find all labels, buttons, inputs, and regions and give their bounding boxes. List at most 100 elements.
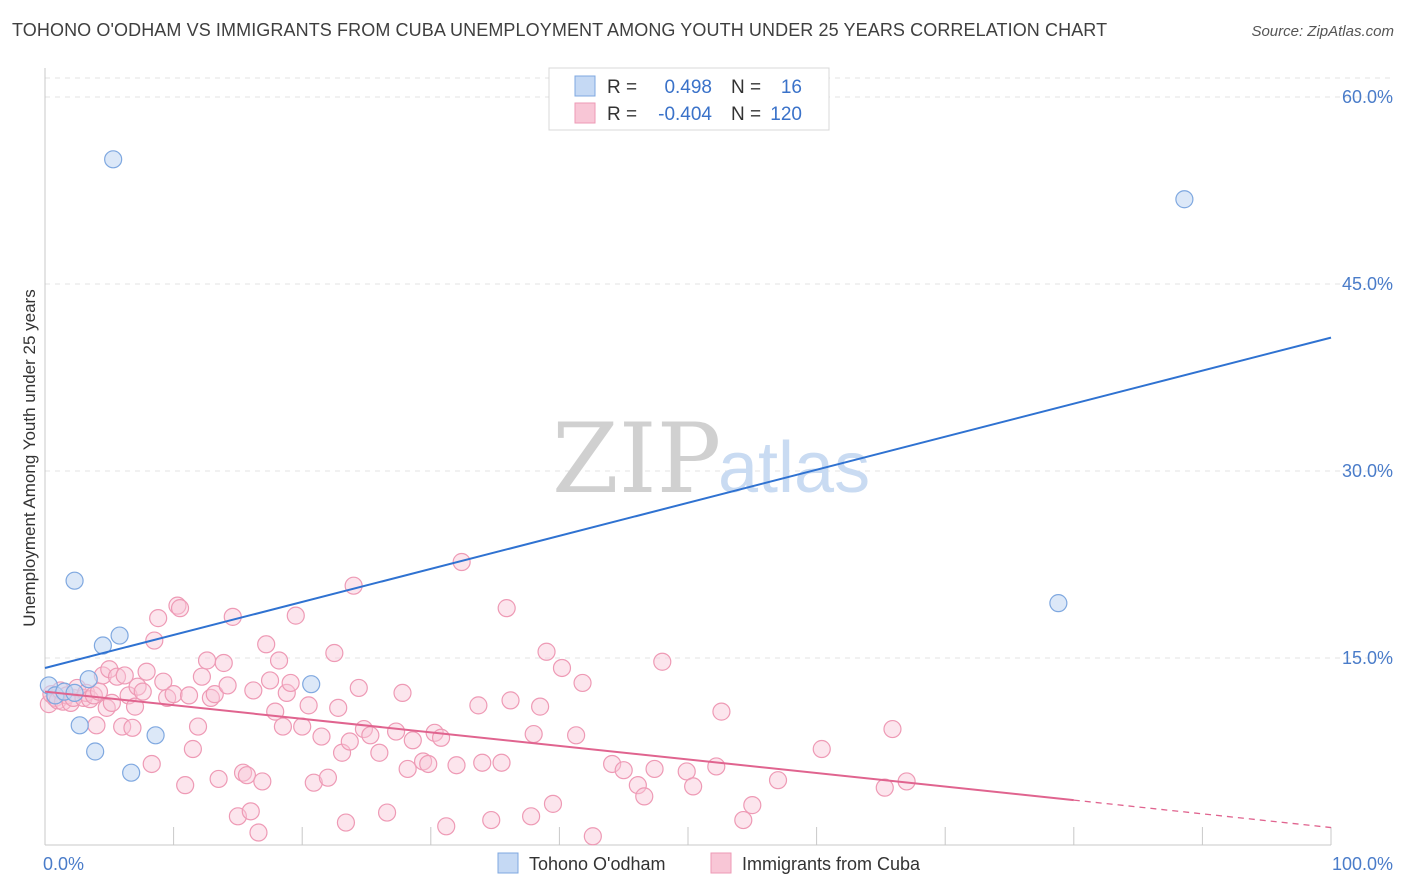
cuba-point-28 <box>137 662 156 681</box>
cuba-point-106 <box>603 754 622 774</box>
cuba-point-54 <box>249 823 268 842</box>
cuba-point-81 <box>393 683 412 703</box>
cuba-point-108 <box>628 776 647 795</box>
watermark: ZIP atlas <box>552 403 870 515</box>
y-tick-label-3: 60.0% <box>1342 87 1393 107</box>
legend-series: Tohono O'odham Immigrants from Cuba <box>497 852 921 874</box>
cuba-point-20 <box>107 667 127 686</box>
cuba-point-41 <box>192 667 211 686</box>
cuba-point-72 <box>336 813 356 832</box>
cuba-point-26 <box>128 677 147 696</box>
cuba-point-117 <box>743 796 762 815</box>
tohono-point-5 <box>70 716 89 735</box>
legend-r-value-1: 0.498 <box>664 77 712 98</box>
cuba-point-17 <box>97 698 116 717</box>
cuba-point-31 <box>149 609 168 628</box>
grid-lines <box>45 77 1392 659</box>
cuba-point-80 <box>386 722 406 741</box>
tohono-point-3 <box>65 683 84 703</box>
cuba-point-77 <box>361 726 380 745</box>
legend-n-label-2: N = <box>731 104 761 125</box>
cuba-point-89 <box>447 756 466 775</box>
tohono-point-11 <box>122 763 141 782</box>
x-tick-label-0: 0.0% <box>43 854 84 874</box>
cuba-point-29 <box>142 754 161 774</box>
trend-line-tohono <box>44 336 1332 669</box>
cuba-point-34 <box>164 685 183 704</box>
legend-n-label-1: N = <box>731 77 761 98</box>
cuba-point-116 <box>734 810 753 830</box>
cuba-point-102 <box>552 658 572 678</box>
cuba-point-67 <box>312 727 331 746</box>
x-tick-label-1: 100.0% <box>1332 854 1393 874</box>
cuba-point-121 <box>883 719 902 739</box>
cuba-point-47 <box>218 676 237 695</box>
tohono-point-13 <box>302 675 321 694</box>
legend-swatch-cuba <box>710 852 732 874</box>
trend-line-cuba <box>44 690 1074 802</box>
cuba-point-70 <box>329 698 348 717</box>
chart-title: TOHONO O'ODHAM VS IMMIGRANTS FROM CUBA U… <box>12 20 1108 40</box>
cuba-point-110 <box>645 759 664 779</box>
cuba-point-65 <box>299 696 318 715</box>
cuba-point-48 <box>223 607 242 626</box>
y-tick-label-1: 30.0% <box>1342 461 1393 481</box>
cuba-point-37 <box>176 776 195 795</box>
legend-r-value-2: -0.404 <box>658 104 712 125</box>
cuba-point-55 <box>253 772 272 791</box>
tohono-point-14 <box>1049 594 1068 613</box>
y-tick-label-2: 45.0% <box>1342 274 1393 294</box>
cuba-point-42 <box>197 651 217 670</box>
cuba-point-79 <box>377 803 397 822</box>
cuba-point-118 <box>768 771 788 790</box>
cuba-point-113 <box>684 777 703 796</box>
cuba-point-101 <box>543 794 563 813</box>
cuba-point-46 <box>214 653 233 673</box>
cuba-point-103 <box>567 726 586 745</box>
tick-labels: 15.0% 30.0% 45.0% 60.0% 0.0% 100.0% <box>43 87 1393 874</box>
cuba-point-94 <box>492 753 511 772</box>
y-tick-label-0: 15.0% <box>1342 648 1393 668</box>
tohono-point-6 <box>79 670 98 689</box>
series-tohono-oodham <box>39 150 1194 782</box>
watermark-zip: ZIP <box>552 403 721 515</box>
cuba-point-109 <box>635 787 654 806</box>
legend-n-value-2: 120 <box>770 104 802 125</box>
cuba-point-74 <box>344 576 363 595</box>
cuba-point-66 <box>304 773 323 792</box>
cuba-point-104 <box>573 673 592 693</box>
cuba-point-45 <box>209 769 228 789</box>
legend-swatch-tohono <box>497 852 519 874</box>
cuba-point-56 <box>257 635 276 654</box>
cuba-point-60 <box>273 717 293 736</box>
legend-correlation: R = 0.498 N = 16 R = -0.404 N = 120 <box>548 67 830 131</box>
cuba-point-119 <box>812 739 831 759</box>
cuba-point-44 <box>205 685 224 704</box>
trend-lines <box>44 336 1332 829</box>
cuba-point-98 <box>524 724 543 744</box>
cuba-point-90 <box>452 552 471 572</box>
cuba-point-18 <box>100 660 119 679</box>
tohono-point-9 <box>104 150 123 169</box>
cuba-point-88 <box>437 817 456 836</box>
cuba-point-27 <box>133 682 152 701</box>
tohono-point-4 <box>65 571 84 590</box>
tohono-point-12 <box>146 726 165 745</box>
tohono-point-15 <box>1175 190 1194 209</box>
cuba-point-97 <box>522 807 541 826</box>
cuba-point-73 <box>340 732 359 751</box>
y-axis-label: Unemployment Among Youth under 25 years <box>20 289 39 626</box>
cuba-point-19 <box>102 693 121 712</box>
cuba-point-107 <box>614 761 633 780</box>
cuba-point-53 <box>244 681 263 700</box>
legend-n-value-1: 16 <box>781 77 802 98</box>
cuba-point-75 <box>349 678 368 698</box>
cuba-point-57 <box>260 671 280 690</box>
tohono-point-7 <box>86 742 105 761</box>
cuba-point-115 <box>712 702 731 721</box>
cuba-point-68 <box>318 768 338 787</box>
legend-box <box>548 67 830 131</box>
cuba-point-85 <box>419 754 438 774</box>
watermark-atlas: atlas <box>718 428 870 508</box>
cuba-point-22 <box>115 666 134 685</box>
